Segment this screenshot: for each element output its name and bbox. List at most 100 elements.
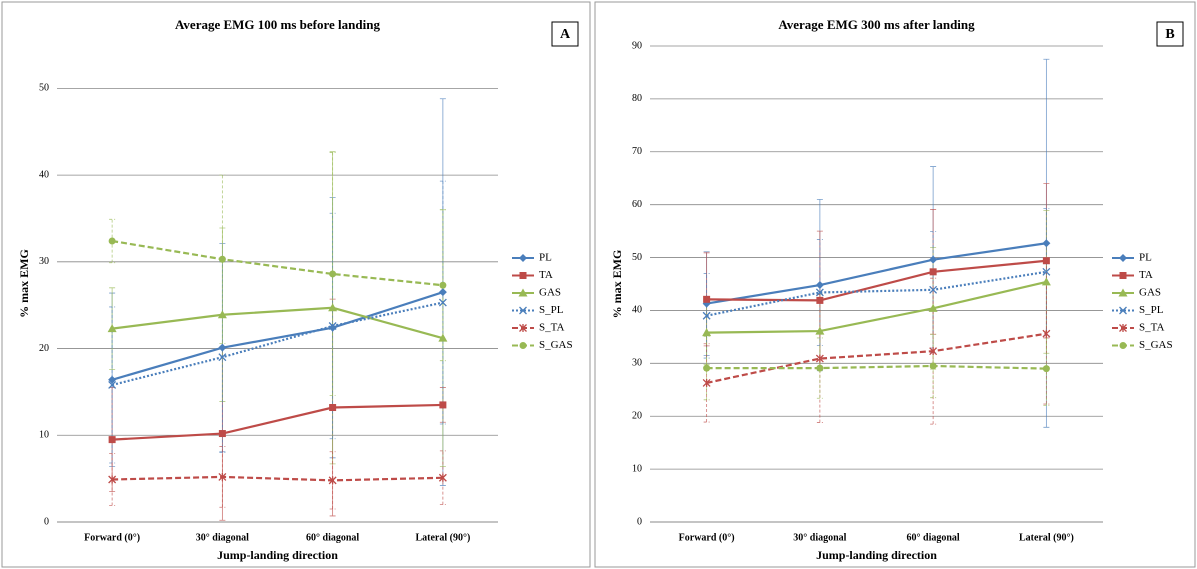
legend-label: S_TA <box>1139 322 1164 334</box>
marker <box>1118 288 1128 297</box>
marker <box>815 288 824 297</box>
marker <box>519 342 527 349</box>
series-line <box>706 242 1047 305</box>
marker <box>519 324 527 332</box>
marker <box>702 311 711 320</box>
marker <box>816 296 824 304</box>
series-line <box>706 270 1047 317</box>
x-tick-label: Forward (0°) <box>84 532 140 543</box>
panel-label-box <box>1156 21 1184 47</box>
marker <box>328 322 337 330</box>
legend-label: GAS <box>539 287 561 299</box>
marker <box>815 354 824 363</box>
legend-label: S_PL <box>1139 304 1164 316</box>
chart-title: Average EMG 300 ms after landing <box>778 17 975 32</box>
marker <box>1042 365 1050 373</box>
marker <box>519 272 527 279</box>
marker <box>217 310 227 319</box>
marker <box>702 328 712 337</box>
legend-label: S_GAS <box>539 339 573 351</box>
chart-title: Average EMG 100 ms before landing <box>175 17 380 32</box>
marker <box>929 255 938 264</box>
x-axis-title: Jump-landing direction <box>217 548 338 562</box>
marker <box>1041 277 1051 286</box>
y-axis-title: % max EMG <box>17 249 31 318</box>
series-line <box>112 475 443 482</box>
marker <box>1119 254 1127 262</box>
marker <box>108 475 117 484</box>
marker <box>816 364 824 372</box>
marker <box>329 270 337 278</box>
y-tick-label: 40 <box>39 169 49 180</box>
marker <box>1119 272 1127 279</box>
y-axis-title: % max EMG <box>610 250 624 319</box>
legend-label: PL <box>539 252 552 264</box>
marker <box>1119 306 1127 315</box>
marker <box>328 303 338 312</box>
x-tick-label: Lateral (90°) <box>415 532 470 543</box>
marker <box>438 298 447 307</box>
x-tick-label: 30° diagonal <box>793 532 846 543</box>
marker <box>107 324 117 333</box>
legend-label: TA <box>1139 269 1153 281</box>
marker <box>928 303 938 312</box>
marker <box>439 281 447 289</box>
legend-label: S_GAS <box>1139 339 1173 351</box>
series-line <box>111 291 444 381</box>
marker <box>815 281 824 290</box>
marker <box>815 326 825 335</box>
panel-label: B <box>1165 27 1174 42</box>
y-tick-label: 40 <box>632 305 642 316</box>
marker <box>519 306 527 315</box>
marker <box>328 323 337 332</box>
marker <box>929 362 937 370</box>
marker <box>438 288 447 297</box>
marker <box>929 347 938 356</box>
x-tick-label: Lateral (90°) <box>1019 532 1074 543</box>
error-bar <box>329 451 336 510</box>
marker <box>329 404 337 412</box>
y-tick-label: 70 <box>632 146 642 157</box>
y-tick-label: 0 <box>637 516 642 527</box>
x-axis-title: Jump-landing direction <box>816 548 937 562</box>
x-tick-label: 60° diagonal <box>907 532 960 543</box>
x-tick-label: Forward (0°) <box>679 532 735 543</box>
error-bar <box>219 174 226 344</box>
legend-label: S_TA <box>539 322 564 334</box>
marker <box>1042 239 1051 248</box>
marker <box>218 472 227 481</box>
y-tick-label: 0 <box>44 516 49 527</box>
legend-label: S_PL <box>539 304 564 316</box>
y-tick-label: 20 <box>39 343 49 354</box>
marker <box>1119 342 1127 349</box>
marker <box>218 343 227 352</box>
series-line <box>111 301 444 387</box>
legend-label: PL <box>1139 252 1152 264</box>
marker <box>1119 324 1127 332</box>
marker <box>439 401 447 409</box>
marker <box>438 473 447 482</box>
marker <box>438 333 448 342</box>
y-tick-label: 50 <box>39 83 49 94</box>
series-line <box>112 403 443 441</box>
marker <box>108 381 117 389</box>
marker <box>929 285 938 294</box>
marker <box>929 268 937 276</box>
marker <box>108 237 116 245</box>
marker <box>703 364 711 372</box>
panel-frame <box>594 1 1196 568</box>
y-tick-label: 90 <box>632 40 642 51</box>
marker <box>218 430 226 438</box>
marker <box>108 375 117 384</box>
marker <box>328 476 337 485</box>
series-line <box>111 306 444 340</box>
y-tick-label: 60 <box>632 199 642 210</box>
marker <box>218 255 226 263</box>
marker <box>218 353 227 362</box>
legend-label: GAS <box>1139 287 1161 299</box>
series-line <box>706 364 1047 370</box>
marker <box>1042 257 1050 265</box>
marker <box>703 295 711 303</box>
panel-label-box <box>551 21 579 47</box>
